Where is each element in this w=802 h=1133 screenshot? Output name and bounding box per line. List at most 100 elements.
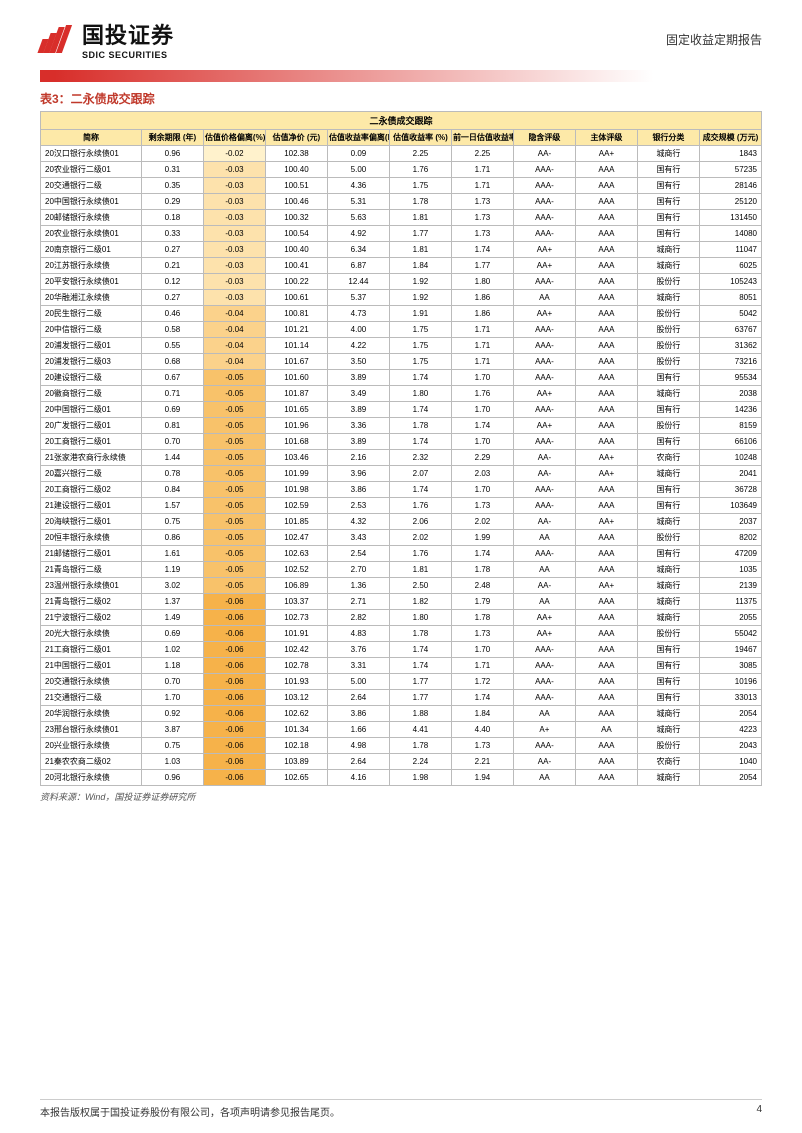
cell: AAA- (513, 274, 575, 290)
cell: AA+ (513, 418, 575, 434)
cell: 股份行 (637, 530, 699, 546)
cell: AAA (575, 402, 637, 418)
column-header: 剩余期限 (年) (141, 130, 203, 146)
cell: 6.87 (327, 258, 389, 274)
cell: 3.87 (141, 722, 203, 738)
cell: 33013 (699, 690, 761, 706)
cell: 1.70 (451, 482, 513, 498)
cell: 1.84 (451, 706, 513, 722)
cell: 城商行 (637, 610, 699, 626)
cell: 2.71 (327, 594, 389, 610)
cell: 3085 (699, 658, 761, 674)
table-row: 20南京银行二级010.27-0.03100.406.341.811.74AA+… (41, 242, 762, 258)
cell: AA- (513, 146, 575, 162)
cell: 4.83 (327, 626, 389, 642)
cell: 国有行 (637, 434, 699, 450)
super-header: 二永债成交跟踪 (41, 112, 762, 130)
cell: 4.41 (389, 722, 451, 738)
cell: 2055 (699, 610, 761, 626)
cell: 农商行 (637, 450, 699, 466)
cell: AA+ (575, 466, 637, 482)
cell: 1.98 (389, 770, 451, 786)
cell: 1.77 (389, 690, 451, 706)
table-row: 20华融湘江永续债0.27-0.03100.615.371.921.86AAAA… (41, 290, 762, 306)
cell: 国有行 (637, 402, 699, 418)
cell: 21青岛银行二级 (41, 562, 142, 578)
cell: 5042 (699, 306, 761, 322)
cell: 1.74 (451, 242, 513, 258)
cell: 20南京银行二级01 (41, 242, 142, 258)
cell: 2.21 (451, 754, 513, 770)
cell: 102.42 (265, 642, 327, 658)
cell: 1.73 (451, 194, 513, 210)
cell: 4.16 (327, 770, 389, 786)
cell: 1.74 (389, 658, 451, 674)
cell: 14236 (699, 402, 761, 418)
cell: 20浦发银行二级03 (41, 354, 142, 370)
cell: 8159 (699, 418, 761, 434)
cell: 股份行 (637, 626, 699, 642)
cell: 城商行 (637, 146, 699, 162)
cell: 1.81 (389, 242, 451, 258)
cell: 14080 (699, 226, 761, 242)
cell: 5.00 (327, 162, 389, 178)
cell: 101.98 (265, 482, 327, 498)
cell: 100.61 (265, 290, 327, 306)
table-row: 20江苏银行永续债0.21-0.03100.416.871.841.77AA+A… (41, 258, 762, 274)
cell: 4.73 (327, 306, 389, 322)
cell: 2.25 (389, 146, 451, 162)
cell: 国有行 (637, 210, 699, 226)
cell: -0.06 (203, 626, 265, 642)
cell: 57235 (699, 162, 761, 178)
cell: 10248 (699, 450, 761, 466)
cell: 1.71 (451, 162, 513, 178)
cell: 20江苏银行永续债 (41, 258, 142, 274)
table-row: 21青岛银行二级021.37-0.06103.372.711.821.79AAA… (41, 594, 762, 610)
cell: AA- (513, 466, 575, 482)
cell: 0.55 (141, 338, 203, 354)
cell: AAA (575, 706, 637, 722)
cell: -0.05 (203, 482, 265, 498)
table-row: 20华润银行永续债0.92-0.06102.623.861.881.84AAAA… (41, 706, 762, 722)
page-header: 国投证券 SDIC SECURITIES 固定收益定期报告 (0, 0, 802, 66)
cell: 3.31 (327, 658, 389, 674)
logo: 国投证券 SDIC SECURITIES (40, 18, 174, 60)
cell: 20中信银行二级 (41, 322, 142, 338)
cell: 1.86 (451, 306, 513, 322)
cell: 20华融湘江永续债 (41, 290, 142, 306)
cell: 103.46 (265, 450, 327, 466)
table-row: 20交通银行二级0.35-0.03100.514.361.751.71AAA-A… (41, 178, 762, 194)
table-row: 21青岛银行二级1.19-0.05102.522.701.811.78AAAAA… (41, 562, 762, 578)
cell: AA- (513, 514, 575, 530)
cell: -0.06 (203, 754, 265, 770)
cell: 1.99 (451, 530, 513, 546)
cell: 1.81 (389, 562, 451, 578)
cell: AAA (575, 178, 637, 194)
cell: 3.96 (327, 466, 389, 482)
cell: AAA (575, 482, 637, 498)
cell: AAA- (513, 482, 575, 498)
cell: 股份行 (637, 322, 699, 338)
cell: -0.03 (203, 178, 265, 194)
cell: AAA- (513, 642, 575, 658)
cell: AAA- (513, 434, 575, 450)
cell: 1.73 (451, 626, 513, 642)
cell: 0.84 (141, 482, 203, 498)
cell: 1.73 (451, 226, 513, 242)
cell: 28146 (699, 178, 761, 194)
cell: 102.63 (265, 546, 327, 562)
cell: AA+ (575, 578, 637, 594)
cell: 国有行 (637, 178, 699, 194)
cell: AAA (575, 210, 637, 226)
cell: 0.09 (327, 146, 389, 162)
cell: -0.04 (203, 322, 265, 338)
table-row: 20建设银行二级0.67-0.05101.603.891.741.70AAA-A… (41, 370, 762, 386)
cell: AAA- (513, 338, 575, 354)
cell: 国有行 (637, 498, 699, 514)
column-header: 估值收益率 (%) (389, 130, 451, 146)
cell: 1.74 (389, 402, 451, 418)
cell: 5.31 (327, 194, 389, 210)
cell: AAA (575, 546, 637, 562)
cell: 3.43 (327, 530, 389, 546)
cell: 1.77 (389, 674, 451, 690)
